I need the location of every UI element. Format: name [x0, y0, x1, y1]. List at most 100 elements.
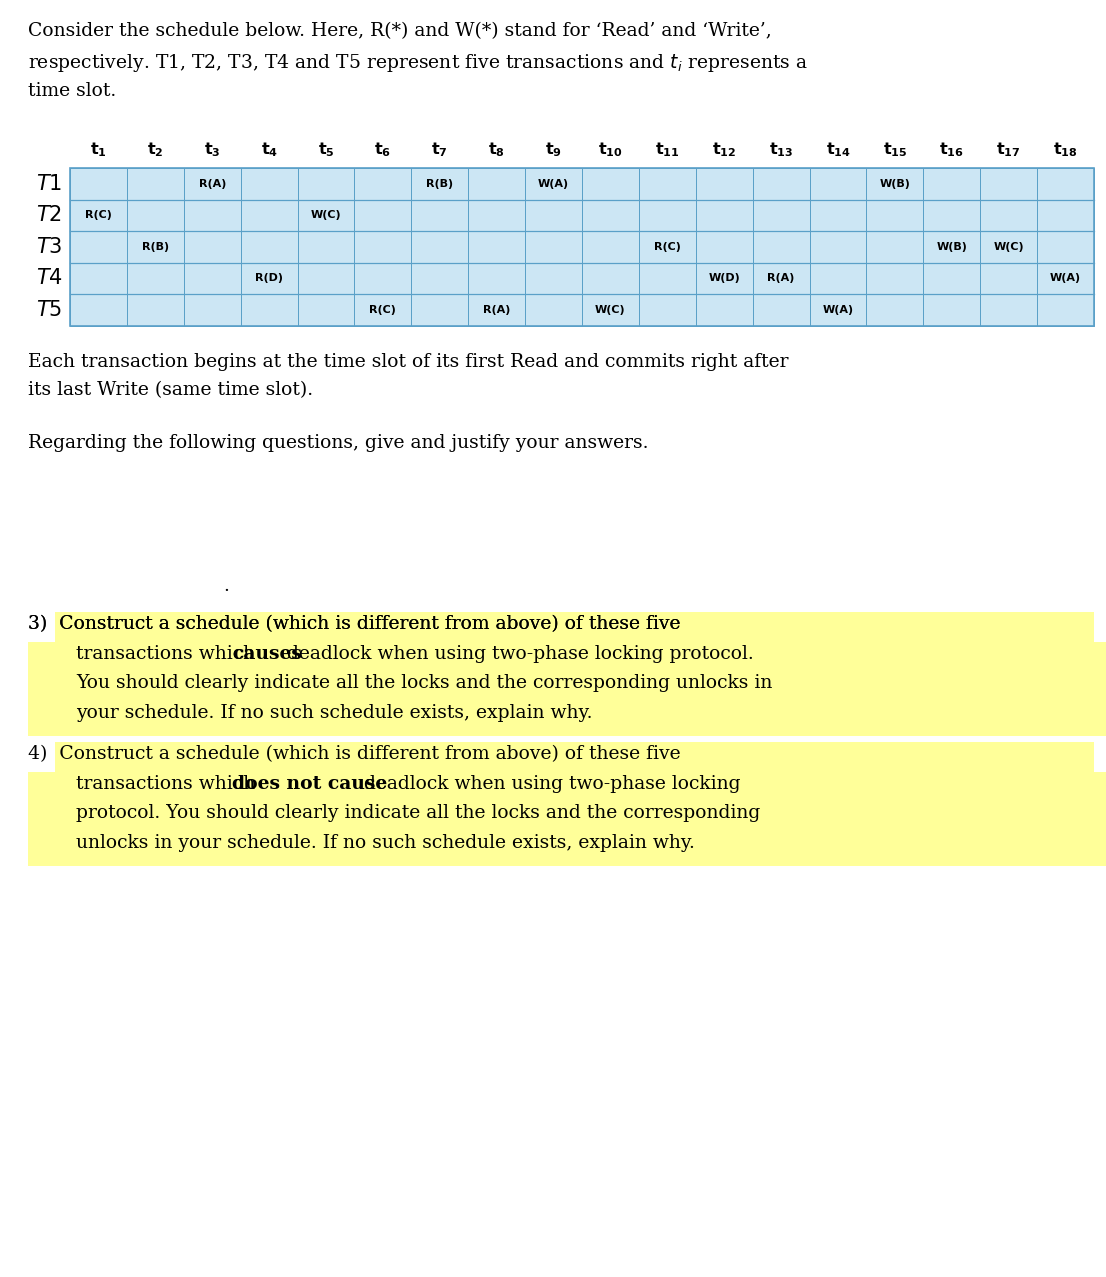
Bar: [184, 231, 241, 263]
Text: protocol. You should clearly indicate all the locks and the corresponding: protocol. You should clearly indicate al…: [76, 805, 760, 822]
Text: unlocks in your schedule. If no such schedule exists, explain why.: unlocks in your schedule. If no such sch…: [76, 834, 695, 852]
Bar: [184, 294, 241, 326]
Text: You should clearly indicate all the locks and the corresponding unlocks in: You should clearly indicate all the lock…: [76, 674, 772, 692]
Bar: [639, 231, 696, 263]
Text: $\mathbf{t_{\mathbf{8}}}$: $\mathbf{t_{\mathbf{8}}}$: [488, 140, 505, 158]
Text: $\mathbf{t_{\mathbf{6}}}$: $\mathbf{t_{\mathbf{6}}}$: [374, 140, 392, 158]
Bar: [1037, 231, 1094, 263]
Text: its last Write (same time slot).: its last Write (same time slot).: [28, 382, 313, 400]
Bar: [411, 263, 468, 294]
Text: $\mathbf{t_{\mathbf{12}}}$: $\mathbf{t_{\mathbf{12}}}$: [712, 140, 737, 158]
Text: transactions which: transactions which: [76, 645, 261, 663]
Bar: [241, 199, 298, 231]
Bar: [354, 199, 411, 231]
Text: $\mathbf{t_{\mathbf{18}}}$: $\mathbf{t_{\mathbf{18}}}$: [1053, 140, 1078, 158]
Text: $\mathbf{t_{\mathbf{4}}}$: $\mathbf{t_{\mathbf{4}}}$: [261, 140, 278, 158]
Bar: [753, 231, 810, 263]
Bar: [980, 169, 1037, 199]
Bar: [127, 169, 184, 199]
Text: R(C): R(C): [85, 211, 112, 220]
Text: deadlock when using two-phase locking: deadlock when using two-phase locking: [358, 775, 740, 793]
Bar: [582, 263, 639, 294]
Text: R(D): R(D): [255, 273, 283, 283]
Bar: [28, 701, 1106, 737]
Text: W(C): W(C): [993, 241, 1024, 252]
Bar: [980, 263, 1037, 294]
Text: R(C): R(C): [654, 241, 681, 252]
Bar: [184, 169, 241, 199]
Bar: [298, 169, 354, 199]
Bar: [28, 773, 1106, 807]
Bar: [924, 294, 980, 326]
Bar: [411, 294, 468, 326]
Bar: [866, 199, 924, 231]
Bar: [525, 169, 582, 199]
Bar: [582, 294, 639, 326]
Bar: [639, 169, 696, 199]
Bar: [696, 263, 753, 294]
Bar: [70, 231, 127, 263]
Bar: [866, 231, 924, 263]
Bar: [525, 231, 582, 263]
Text: W(B): W(B): [937, 241, 968, 252]
Bar: [70, 169, 127, 199]
Bar: [753, 169, 810, 199]
Text: $\mathbf{t_{\mathbf{16}}}$: $\mathbf{t_{\mathbf{16}}}$: [939, 140, 964, 158]
Text: $\mathbf{t_{\mathbf{5}}}$: $\mathbf{t_{\mathbf{5}}}$: [317, 140, 334, 158]
Bar: [298, 199, 354, 231]
Text: $\mathit{T}\mathit{2}$: $\mathit{T}\mathit{2}$: [36, 206, 62, 225]
Text: does not cause: does not cause: [232, 775, 387, 793]
Bar: [582, 169, 639, 199]
Text: $\mathbf{t_{\mathbf{1}}}$: $\mathbf{t_{\mathbf{1}}}$: [90, 140, 107, 158]
Bar: [525, 263, 582, 294]
Text: deadlock when using two-phase locking protocol.: deadlock when using two-phase locking pr…: [281, 645, 754, 663]
Text: $\mathit{T}\mathit{3}$: $\mathit{T}\mathit{3}$: [35, 236, 62, 257]
Bar: [468, 199, 525, 231]
Text: W(B): W(B): [879, 179, 910, 189]
Bar: [354, 169, 411, 199]
Bar: [28, 672, 1106, 707]
Text: 4)  Construct a schedule (which is different from above) of these five: 4) Construct a schedule (which is differ…: [28, 746, 680, 764]
Text: W(A): W(A): [1050, 273, 1082, 283]
Bar: [810, 263, 866, 294]
Bar: [810, 231, 866, 263]
Text: your schedule. If no such schedule exists, explain why.: your schedule. If no such schedule exist…: [76, 704, 593, 722]
Bar: [55, 742, 1094, 778]
Bar: [924, 169, 980, 199]
Bar: [696, 231, 753, 263]
Bar: [810, 199, 866, 231]
Bar: [241, 294, 298, 326]
Text: $\mathbf{t_{\mathbf{10}}}$: $\mathbf{t_{\mathbf{10}}}$: [598, 140, 623, 158]
Bar: [696, 169, 753, 199]
Text: $\mathbf{t_{\mathbf{9}}}$: $\mathbf{t_{\mathbf{9}}}$: [545, 140, 562, 158]
Bar: [639, 294, 696, 326]
Bar: [639, 199, 696, 231]
Text: W(D): W(D): [708, 273, 740, 283]
Bar: [753, 294, 810, 326]
Bar: [753, 263, 810, 294]
Bar: [810, 294, 866, 326]
Bar: [184, 199, 241, 231]
Text: .: .: [223, 577, 229, 595]
Text: 3)  Construct a schedule (which is different from above) of these five: 3) Construct a schedule (which is differ…: [28, 616, 680, 633]
Bar: [924, 199, 980, 231]
Bar: [298, 231, 354, 263]
Bar: [1037, 263, 1094, 294]
Text: $\mathbf{t_{\mathbf{7}}}$: $\mathbf{t_{\mathbf{7}}}$: [431, 140, 448, 158]
Bar: [866, 263, 924, 294]
Text: R(A): R(A): [483, 305, 510, 314]
Bar: [70, 199, 127, 231]
Bar: [354, 263, 411, 294]
Bar: [127, 199, 184, 231]
Text: $\mathbf{t_{\mathbf{3}}}$: $\mathbf{t_{\mathbf{3}}}$: [204, 140, 220, 158]
Text: $\mathbf{t_{\mathbf{15}}}$: $\mathbf{t_{\mathbf{15}}}$: [883, 140, 907, 158]
Bar: [241, 169, 298, 199]
Text: $\mathbf{t_{\mathbf{17}}}$: $\mathbf{t_{\mathbf{17}}}$: [997, 140, 1021, 158]
Bar: [468, 169, 525, 199]
Bar: [582, 231, 639, 263]
Text: W(C): W(C): [311, 211, 342, 220]
Bar: [411, 199, 468, 231]
Bar: [980, 294, 1037, 326]
Bar: [298, 263, 354, 294]
Bar: [468, 263, 525, 294]
